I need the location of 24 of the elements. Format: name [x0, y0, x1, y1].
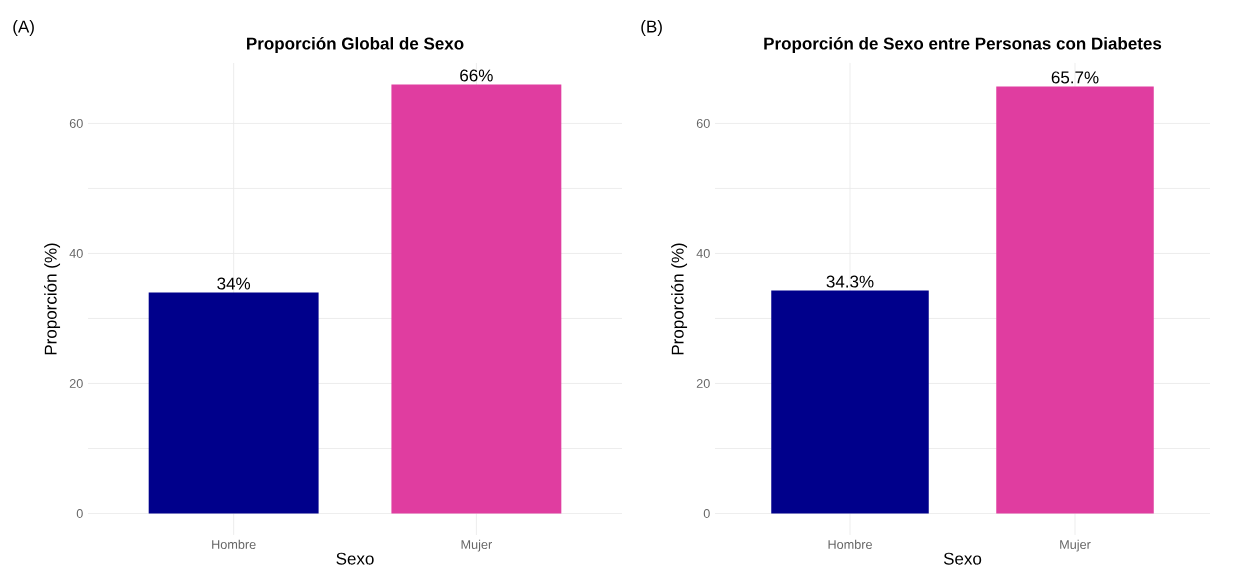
y-axis-title: Proporción (%)	[671, 243, 688, 355]
y-tick-label: 0	[703, 509, 710, 519]
x-axis-title: Sexo	[336, 552, 374, 565]
y-axis-title: Proporción (%)	[44, 243, 61, 355]
y-tick-label: 20	[69, 379, 83, 388]
chart-title: Proporción Global de Sexo	[247, 36, 464, 53]
y-tick-label: 40	[69, 248, 83, 258]
data-label: 66%	[460, 69, 493, 82]
y-tick-label: 20	[696, 379, 710, 388]
y-tick-label: 0	[76, 509, 83, 519]
data-label: 34.3%	[826, 275, 874, 288]
x-tick-label: Hombre	[828, 539, 872, 549]
chart-title: Proporción de Sexo entre Personas con Diabetes	[764, 36, 1162, 53]
data-label: 34%	[217, 277, 251, 290]
text: (B)	[641, 20, 662, 36]
x-tick-label: Mujer	[461, 539, 492, 552]
data-label: 65.7%	[1051, 71, 1099, 84]
y-tick-label: 60	[69, 118, 83, 128]
x-axis-title: Sexo	[943, 552, 982, 565]
y-tick-label: 60	[696, 118, 710, 128]
y-tick-label: 40	[696, 248, 710, 258]
text: (A)	[13, 20, 34, 36]
x-tick-label: Hombre	[212, 539, 256, 549]
x-tick-label: Mujer	[1060, 539, 1091, 552]
